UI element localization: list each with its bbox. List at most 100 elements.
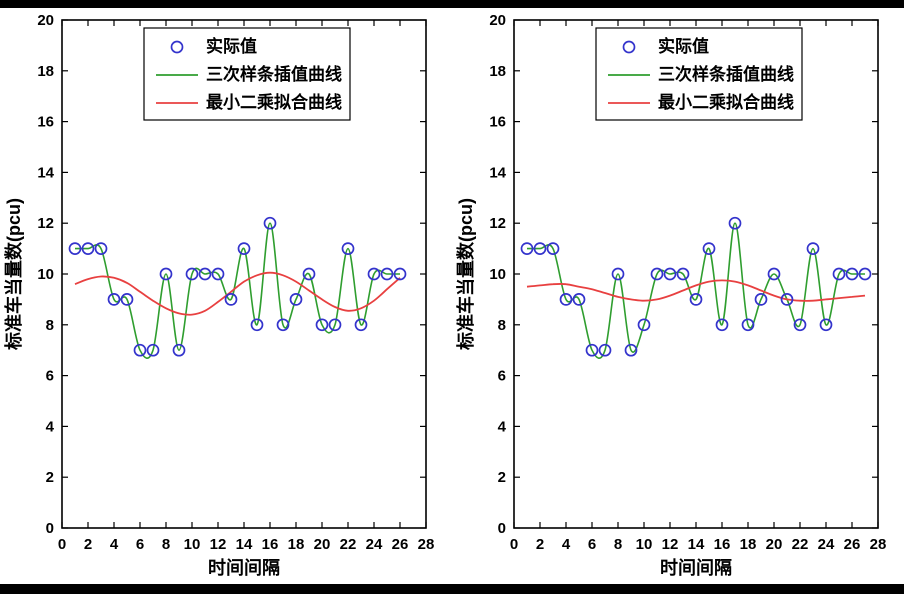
y-tick-label: 20 [37, 12, 54, 29]
data-point [832, 267, 846, 281]
x-tick-label: 24 [818, 536, 835, 553]
fit-curve [74, 271, 401, 316]
y-tick-label: 10 [37, 266, 54, 283]
legend-label: 三次样条插值曲线 [206, 64, 342, 84]
data-point [598, 343, 612, 357]
x-tick-label: 16 [714, 536, 731, 553]
x-tick-label: 26 [392, 536, 409, 553]
x-tick-label: 22 [340, 536, 357, 553]
data-point [211, 267, 225, 281]
y-tick-label: 16 [489, 114, 506, 131]
legend-label: 最小二乘拟合曲线 [206, 92, 342, 112]
x-tick-label: 22 [792, 536, 809, 553]
data-point [133, 343, 147, 357]
x-tick-label: 6 [588, 536, 596, 553]
data-point [572, 293, 586, 306]
data-point [767, 267, 781, 281]
data-point [793, 318, 807, 332]
x-tick-label: 16 [262, 536, 279, 553]
data-point [728, 216, 742, 230]
x-tick-label: 10 [636, 536, 653, 553]
data-point [341, 242, 355, 255]
data-point [354, 318, 368, 332]
y-tick-label: 14 [37, 164, 54, 181]
data-point [611, 267, 625, 281]
y-tick-label: 10 [489, 266, 506, 283]
data-point [858, 267, 872, 281]
data-point [819, 318, 833, 332]
x-tick-label: 2 [536, 536, 544, 553]
chart-right-svg: 0 2 4 6 8 10 12 14 16 18 20 22 24 26 28024681012141618… [455, 12, 887, 578]
legend-label: 最小二乘拟合曲线 [658, 92, 794, 112]
x-tick-label: 8 [162, 536, 170, 553]
legend-label: 实际值 [206, 36, 257, 56]
data-point [650, 267, 664, 281]
x-tick-label: 18 [288, 536, 305, 553]
data-point [250, 318, 264, 332]
x-tick-label: 14 [236, 536, 253, 553]
y-tick-label: 6 [498, 368, 506, 385]
data-point [393, 267, 407, 281]
data-point [520, 242, 534, 255]
data-point [68, 242, 82, 255]
data-point [715, 318, 729, 332]
legend-label: 实际值 [658, 36, 709, 56]
chart-right: 0 2 4 6 8 10 12 14 16 18 20 22 24 26 28 0 2 4 6 8 10 12 14 16 18… [452, 8, 904, 584]
x-tick-label: 28 [418, 536, 435, 553]
data-point [237, 242, 251, 255]
data-point [94, 242, 108, 255]
data-point [533, 242, 547, 255]
y-tick-label: 18 [37, 63, 54, 80]
data-point [663, 267, 677, 281]
x-tick-label: 28 [870, 536, 887, 553]
data-point [806, 242, 820, 255]
x-tick-label: 14 [688, 536, 705, 553]
spline-curve [527, 222, 865, 359]
x-tick-label: 26 [844, 536, 861, 553]
legend-box [595, 27, 803, 121]
x-tick-label: 20 [314, 536, 331, 553]
y-tick-label: 12 [489, 215, 506, 232]
data-point [845, 267, 859, 281]
data-point [380, 267, 394, 281]
x-tick-label: 24 [366, 536, 383, 553]
data-point [637, 318, 651, 332]
data-point [328, 318, 342, 332]
data-point [780, 293, 794, 306]
data-point [146, 343, 160, 357]
data-point [120, 293, 134, 306]
x-tick-label: 18 [740, 536, 757, 553]
y-tick-label: 4 [498, 418, 507, 435]
data-point [315, 318, 329, 332]
charts-row: 0 2 4 6 8 10 12 14 16 18 20 22 24 26 28 0 2 4 6 8 10 12 14 16 18… [0, 8, 904, 584]
y-tick-label: 2 [46, 469, 54, 486]
y-axis-label: 标准车当量数(pcu) [455, 198, 476, 351]
y-tick-label: 8 [46, 317, 54, 334]
data-point [367, 267, 381, 281]
chart-left: 0 2 4 6 8 10 12 14 16 18 20 22 24 26 28 0 2 4 6 8 10 12 14 16 18… [0, 8, 452, 584]
data-point [585, 343, 599, 357]
x-tick-label: 12 [662, 536, 679, 553]
x-tick-label: 6 [136, 536, 144, 553]
y-tick-label: 12 [37, 215, 54, 232]
y-tick-label: 0 [498, 520, 506, 537]
data-point [741, 318, 755, 332]
data-point [702, 242, 716, 255]
data-point [172, 343, 186, 357]
data-point [198, 267, 212, 281]
x-tick-label: 8 [614, 536, 622, 553]
x-axis-label: 时间间隔 [208, 558, 280, 578]
data-point [559, 293, 573, 306]
data-point [676, 267, 690, 281]
data-point [263, 216, 277, 230]
y-tick-label: 0 [46, 520, 54, 537]
x-tick-label: 10 [184, 536, 201, 553]
data-point [185, 267, 199, 281]
y-tick-label: 6 [46, 368, 54, 385]
y-tick-label: 16 [37, 114, 54, 131]
top-black-bar [0, 0, 904, 8]
data-point [289, 293, 303, 306]
fit-curve [526, 279, 866, 302]
data-point [159, 267, 173, 281]
x-tick-label: 2 [84, 536, 92, 553]
